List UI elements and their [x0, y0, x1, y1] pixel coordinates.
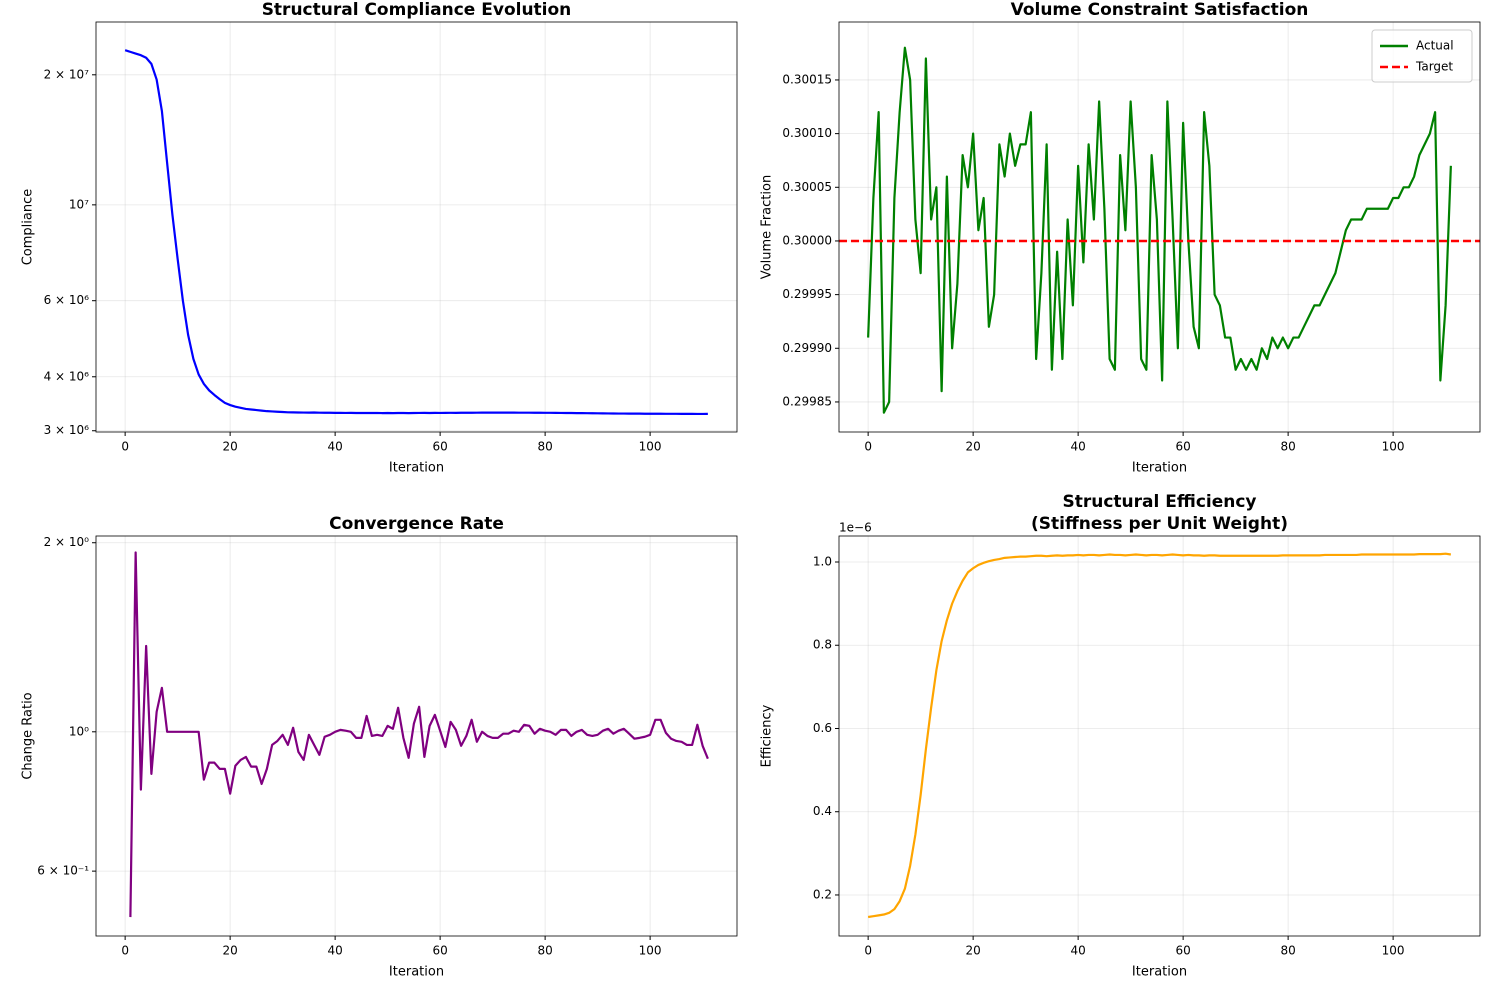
- x-axis-label: Iteration: [389, 965, 444, 980]
- x-tick-label: 40: [327, 944, 342, 958]
- y-tick-label: 4 × 10⁶: [44, 369, 90, 383]
- title-line: Convergence Rate: [329, 514, 504, 534]
- y-axis-label: Change Ratio: [21, 692, 36, 779]
- y-offset-label: 1e−6: [839, 521, 872, 535]
- x-tick-label: 80: [537, 440, 552, 454]
- x-tick-label: 20: [965, 944, 980, 958]
- y-tick-label: 0.2: [813, 887, 832, 901]
- x-tick-label: 20: [965, 440, 980, 454]
- y-tick-label: 6 × 10⁶: [44, 293, 90, 307]
- title-line: Structural Efficiency: [1062, 492, 1256, 512]
- y-tick-label: 10⁰: [69, 724, 89, 738]
- title-line: Structural Compliance Evolution: [262, 0, 572, 20]
- y-tick-label: 0.29995: [782, 287, 832, 301]
- y-tick-label: 0.29985: [782, 394, 832, 408]
- x-tick-label: 100: [1382, 944, 1405, 958]
- y-axis-label: Compliance: [21, 189, 36, 266]
- x-tick-label: 0: [121, 440, 129, 454]
- x-tick-label: 0: [864, 944, 872, 958]
- title-line: Volume Constraint Satisfaction: [1011, 0, 1309, 20]
- y-tick-label: 0.30015: [782, 72, 832, 86]
- y-tick-label: 0.4: [813, 804, 832, 818]
- y-axis-label: Volume Fraction: [760, 175, 775, 279]
- x-tick-label: 40: [1070, 944, 1085, 958]
- x-axis-label: Iteration: [1132, 461, 1187, 476]
- axes-frame: [838, 21, 1481, 433]
- x-tick-label: 80: [1280, 944, 1295, 958]
- x-tick-label: 100: [639, 944, 662, 958]
- y-tick-label: 0.30005: [782, 180, 832, 194]
- x-tick-label: 20: [222, 440, 237, 454]
- y-tick-label: 0.30000: [782, 233, 832, 247]
- axes-frame: [838, 535, 1481, 937]
- x-tick-label: 100: [639, 440, 662, 454]
- x-tick-label: 60: [1175, 440, 1190, 454]
- y-tick-label: 6 × 10⁻¹: [37, 864, 89, 878]
- y-tick-label: 0.8: [813, 638, 832, 652]
- y-tick-label: 1.0: [813, 555, 832, 569]
- title-line: (Stiffness per Unit Weight): [1031, 514, 1288, 534]
- data-line: [867, 552, 1452, 919]
- x-axis-label: Iteration: [389, 461, 444, 476]
- y-tick-label: 2 × 10⁰: [44, 535, 90, 549]
- x-tick-label: 100: [1382, 440, 1405, 454]
- x-tick-label: 40: [327, 440, 342, 454]
- chart-title: Structural Efficiency (Stiffness per Unit…: [1031, 492, 1288, 534]
- x-tick-label: 80: [537, 944, 552, 958]
- y-tick-label: 10⁷: [69, 197, 89, 211]
- y-tick-label: 0.29990: [782, 341, 832, 355]
- y-tick-label: 0.30010: [782, 126, 832, 140]
- legend-box: [1371, 29, 1473, 83]
- y-tick-label: 0.6: [813, 721, 832, 735]
- axes-frame: [95, 535, 738, 937]
- chart-title: Volume Constraint Satisfaction: [1011, 0, 1309, 20]
- legend-label: Actual: [1416, 39, 1454, 53]
- y-tick-label: 3 × 10⁶: [44, 423, 90, 437]
- x-tick-label: 40: [1070, 440, 1085, 454]
- data-line: [867, 46, 1452, 414]
- y-axis-label: Efficiency: [760, 704, 775, 767]
- x-tick-label: 60: [432, 440, 447, 454]
- data-line: [124, 49, 708, 416]
- x-tick-label: 80: [1280, 440, 1295, 454]
- legend-label: Target: [1415, 60, 1453, 74]
- x-axis-label: Iteration: [1132, 965, 1187, 980]
- chart-title: Structural Compliance Evolution: [262, 0, 572, 20]
- x-tick-label: 0: [864, 440, 872, 454]
- axes-frame: [95, 21, 738, 433]
- chart-title: Convergence Rate: [329, 514, 504, 534]
- x-tick-label: 60: [432, 944, 447, 958]
- x-tick-label: 0: [121, 944, 129, 958]
- x-tick-label: 60: [1175, 944, 1190, 958]
- data-line: [129, 551, 709, 918]
- x-tick-label: 20: [222, 944, 237, 958]
- y-tick-label: 2 × 10⁷: [44, 67, 90, 81]
